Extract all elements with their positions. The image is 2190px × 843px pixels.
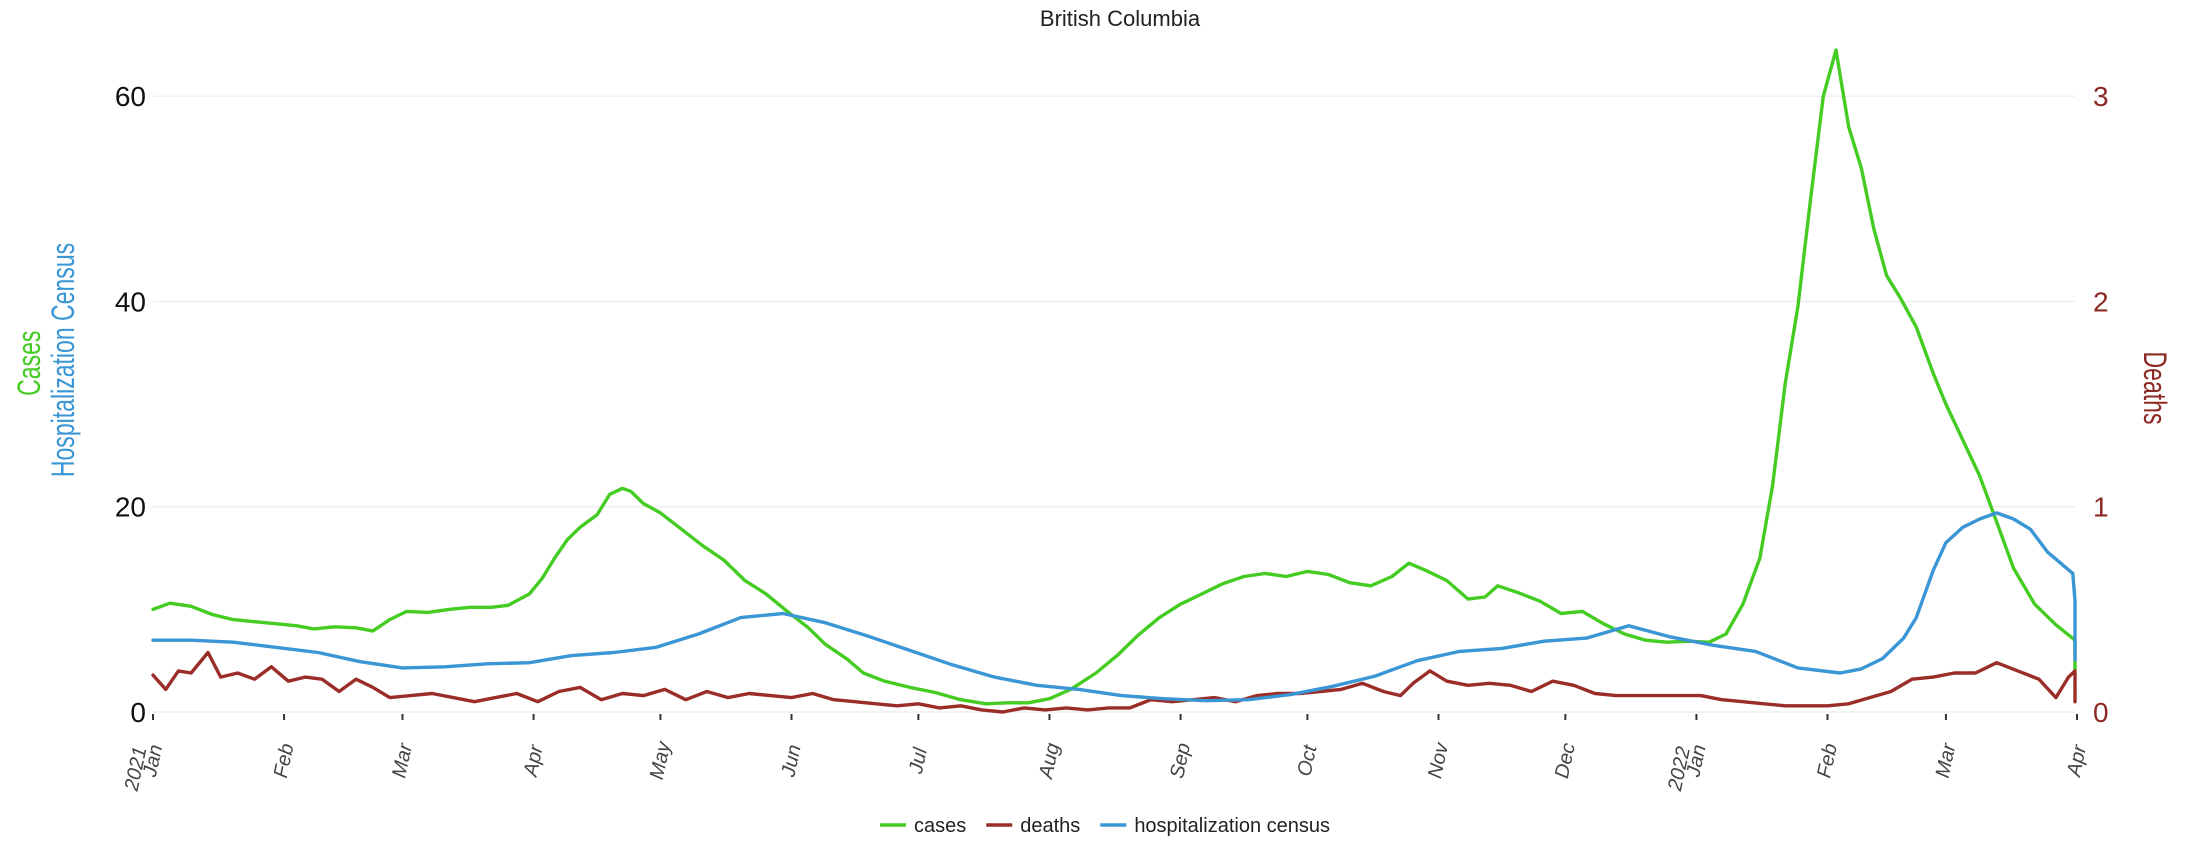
x-tick-label: Feb [270, 742, 299, 780]
x-tick-label: Mar [1932, 740, 1961, 780]
x-tick-year: 2022 [1664, 745, 1695, 794]
x-tick-label: Jun [777, 743, 805, 780]
series-line-deaths [151, 650, 2077, 714]
y-left-tick-label: 40 [115, 286, 146, 317]
x-tick-label: May [646, 739, 676, 782]
y-left-tick-label: 20 [115, 492, 146, 523]
legend-label: hospitalization census [1134, 815, 1330, 837]
y-right-tick-label: 0 [2093, 697, 2109, 728]
y-right-label: Deaths [2137, 352, 2173, 425]
y-axis-right: 0 1 2 3 [2093, 81, 2109, 728]
x-tick-label: Apr [519, 742, 547, 779]
series-line-hospitalization-census [151, 511, 2077, 703]
gridlines [153, 95, 2075, 713]
y-axis-left: 0 20 40 60 [115, 81, 146, 728]
x-tick-label: Nov [1424, 740, 1453, 780]
y-left-label-line-2: Hospitalization Census [45, 243, 81, 477]
y-left-label-line-1: Cases [11, 331, 47, 396]
y-right-tick-label: 3 [2093, 81, 2109, 112]
x-tick-label: Apr [2063, 742, 2091, 779]
legend-label: deaths [1020, 815, 1080, 837]
series-lines [151, 48, 2077, 714]
chart-title: British Columbia [1040, 6, 1201, 31]
y-left-label: Cases Hospitalization Census [11, 243, 81, 477]
x-tick-label: Sep [1166, 741, 1195, 780]
y-right-tick-label: 2 [2093, 286, 2109, 317]
x-tick-label: Jul [905, 745, 932, 776]
x-tick-label: Feb [1813, 742, 1842, 780]
x-tick-label: Dec [1551, 741, 1580, 780]
legend-label: cases [914, 815, 966, 837]
series-line-cases [151, 48, 2077, 706]
x-tick-label: Oct [1294, 742, 1322, 778]
y-left-tick-label: 0 [130, 697, 146, 728]
y-left-tick-label: 60 [115, 81, 146, 112]
legend: cases deaths hospitalization census [880, 815, 1330, 837]
y-right-tick-label: 1 [2093, 492, 2109, 523]
x-tick-label: Mar [388, 740, 417, 780]
x-tick-label: Aug [1035, 741, 1064, 781]
x-tick-year: 2021 [121, 745, 152, 794]
